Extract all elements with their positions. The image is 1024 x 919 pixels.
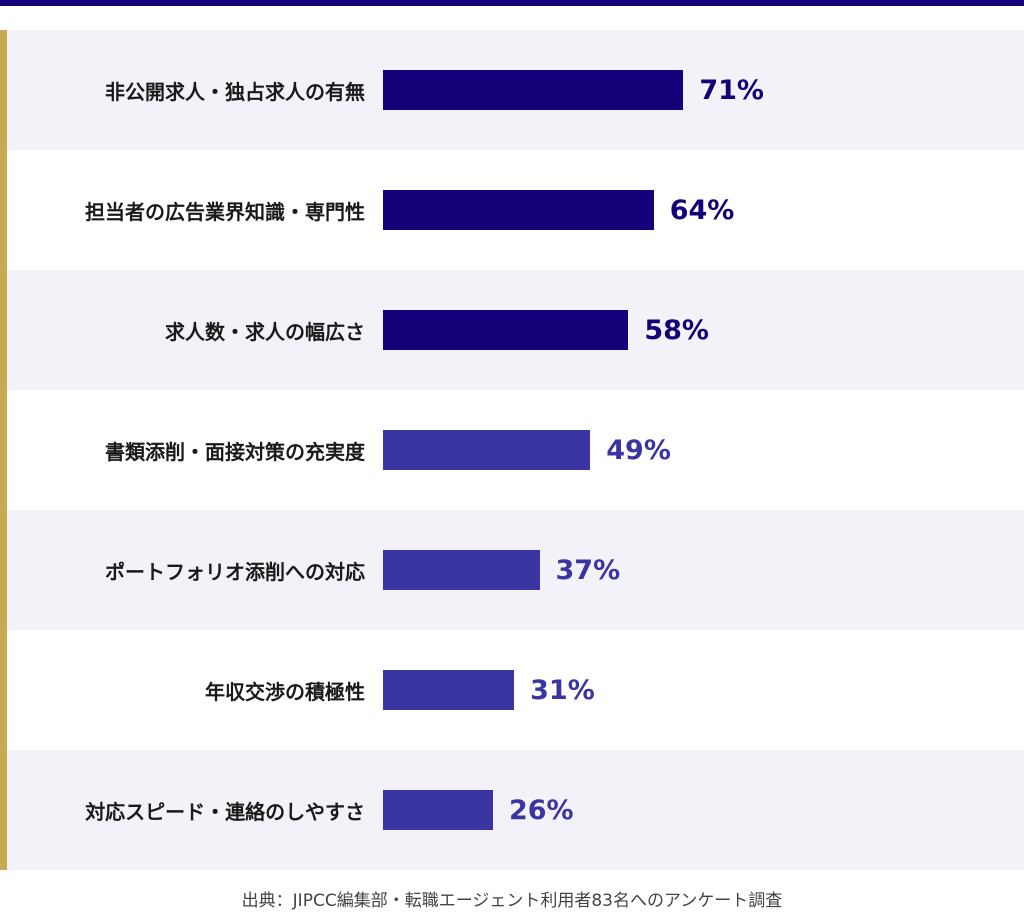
bar-value-label: 64% xyxy=(669,194,735,226)
bar-value-label: 49% xyxy=(606,434,671,466)
bar-value-label: 71% xyxy=(699,74,764,106)
category-label: 対応スピード・連絡のしやすさ xyxy=(85,799,365,824)
category-label: 求人数・求人の幅広さ xyxy=(165,319,365,344)
bar-chart: 非公開求人・独占求人の有無 71% 担当者の広告業界知識・専門性 64% 求人数・求人の… xyxy=(0,30,1024,870)
bar xyxy=(383,790,493,830)
bar xyxy=(383,190,654,230)
bar xyxy=(383,670,515,710)
chart-row: 対応スピード・連絡のしやすさ 26% xyxy=(7,750,1024,870)
category-label: 非公開求人・独占求人の有無 xyxy=(105,79,365,104)
category-label: ポートフォリオ添削への対応 xyxy=(105,559,365,584)
left-accent-bar xyxy=(0,30,7,870)
category-label: 年収交渉の積極性 xyxy=(205,679,365,704)
bar xyxy=(383,310,629,350)
category-label: 担当者の広告業界知識・専門性 xyxy=(85,199,365,224)
bar xyxy=(383,550,540,590)
chart-row: 非公開求人・独占求人の有無 71% xyxy=(7,30,1024,150)
chart-row: 年収交渉の積極性 31% xyxy=(7,630,1024,750)
category-label: 書類添削・面接対策の充実度 xyxy=(105,439,365,464)
bar xyxy=(383,430,591,470)
chart-row: 書類添削・面接対策の充実度 49% xyxy=(7,390,1024,510)
top-rule xyxy=(0,0,1024,6)
bar-value-label: 37% xyxy=(555,554,621,586)
bar-value-label: 31% xyxy=(530,674,595,706)
chart-row: 担当者の広告業界知識・専門性 64% xyxy=(7,150,1024,270)
bar-value-label: 58% xyxy=(644,314,709,346)
bar-value-label: 26% xyxy=(508,794,574,826)
source-note: 出典：JIPCC編集部・転職エージェント利用者83名へのアンケート調査 xyxy=(241,891,783,911)
bar xyxy=(383,70,684,110)
chart-row: 求人数・求人の幅広さ 58% xyxy=(7,270,1024,390)
chart-row: ポートフォリオ添削への対応 37% xyxy=(7,510,1024,630)
